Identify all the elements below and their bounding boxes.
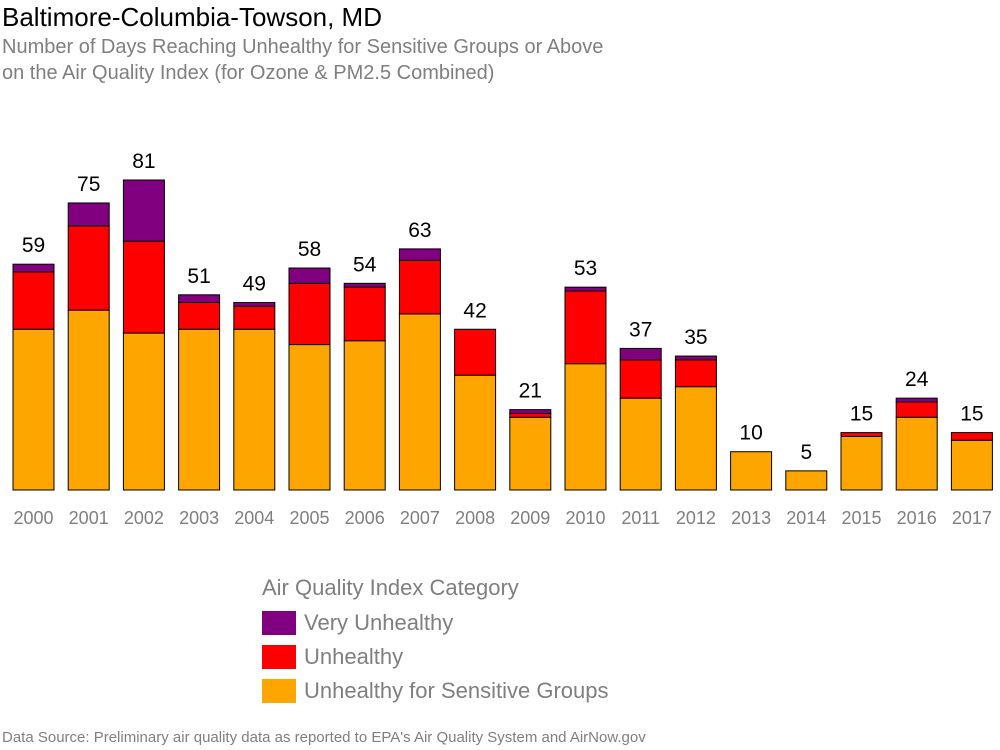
x-tick-label-2014: 2014 bbox=[786, 508, 826, 528]
legend-item-very-unhealthy: Very Unhealthy bbox=[262, 610, 609, 635]
chart-title: Baltimore-Columbia-Towson, MD bbox=[2, 2, 382, 32]
bar-segment-2005-unhealthy bbox=[288, 282, 331, 346]
total-label-2012: 35 bbox=[684, 326, 707, 349]
bar-segment-2006-sensitive bbox=[343, 340, 386, 491]
bar-segment-2015-sensitive bbox=[840, 435, 883, 491]
x-tick-label-2011: 2011 bbox=[621, 508, 660, 528]
total-label-2009: 21 bbox=[519, 380, 542, 403]
bar-segment-2003-sensitive bbox=[178, 328, 221, 491]
x-tick-label-2012: 2012 bbox=[676, 508, 716, 528]
data-source-note: Data Source: Preliminary air quality dat… bbox=[2, 729, 646, 746]
bar-segment-2001-very-unhealthy bbox=[67, 202, 110, 227]
legend-title: Air Quality Index Category bbox=[262, 575, 519, 600]
x-tick-label-2017: 2017 bbox=[952, 508, 992, 528]
x-tick-label-2007: 2007 bbox=[400, 508, 440, 528]
x-tick-label-2016: 2016 bbox=[897, 508, 937, 528]
legend-item-unhealthy-sensitive: Unhealthy for Sensitive Groups bbox=[262, 678, 609, 703]
bar-segment-2012-unhealthy bbox=[674, 359, 717, 388]
bar-segment-2017-sensitive bbox=[950, 439, 993, 491]
bar-segment-2006-very-unhealthy bbox=[343, 282, 386, 288]
bar-segment-2007-unhealthy bbox=[398, 259, 441, 315]
bar-segment-2004-sensitive bbox=[233, 328, 276, 491]
chart-subtitle-line-1: Number of Days Reaching Unhealthy for Se… bbox=[2, 36, 604, 58]
bar-segment-2008-sensitive bbox=[454, 374, 497, 491]
bar-segment-2014-sensitive bbox=[785, 470, 828, 491]
x-tick-label-2001: 2001 bbox=[69, 508, 109, 528]
bar-segment-2007-sensitive bbox=[398, 313, 441, 491]
bar-segment-2004-very-unhealthy bbox=[233, 301, 276, 307]
total-label-2008: 42 bbox=[463, 299, 486, 322]
total-label-2003: 51 bbox=[187, 265, 210, 288]
x-tick-label-2003: 2003 bbox=[179, 508, 219, 528]
bar-segment-2002-unhealthy bbox=[122, 240, 165, 334]
bar-segment-2001-sensitive bbox=[67, 309, 110, 491]
bar-segment-2015-unhealthy bbox=[840, 432, 883, 437]
bar-segment-2010-very-unhealthy bbox=[564, 286, 607, 292]
legend-swatch-unhealthy bbox=[262, 645, 296, 669]
x-tick-label-2004: 2004 bbox=[234, 508, 274, 528]
total-label-2010: 53 bbox=[574, 257, 597, 280]
legend-label-unhealthy: Unhealthy bbox=[304, 644, 404, 669]
bar-segment-2011-very-unhealthy bbox=[619, 347, 662, 361]
total-label-2016: 24 bbox=[905, 368, 929, 391]
x-tick-label-2015: 2015 bbox=[841, 508, 881, 528]
x-tick-label-2008: 2008 bbox=[455, 508, 495, 528]
x-tick-label-2005: 2005 bbox=[289, 508, 329, 528]
bar-segment-2004-unhealthy bbox=[233, 305, 276, 330]
bar-segment-2012-sensitive bbox=[674, 386, 717, 491]
bar-segment-2006-unhealthy bbox=[343, 286, 386, 342]
legend-label-unhealthy-sensitive: Unhealthy for Sensitive Groups bbox=[304, 678, 609, 703]
bar-segment-2009-very-unhealthy bbox=[509, 409, 552, 414]
bar-segment-2000-unhealthy bbox=[12, 271, 55, 330]
total-label-2007: 63 bbox=[408, 219, 431, 242]
bar-segment-2001-unhealthy bbox=[67, 225, 110, 311]
bar-segment-2016-sensitive bbox=[895, 416, 938, 491]
total-label-2006: 54 bbox=[353, 253, 377, 276]
chart-subtitle-line-2: on the Air Quality Index (for Ozone & PM… bbox=[2, 62, 495, 84]
bar-segment-2011-sensitive bbox=[619, 397, 662, 491]
legend-item-unhealthy: Unhealthy bbox=[262, 644, 609, 669]
bar-segment-2013-sensitive bbox=[730, 451, 773, 491]
total-label-2001: 75 bbox=[77, 173, 100, 196]
x-tick-label-2006: 2006 bbox=[345, 508, 385, 528]
total-label-2004: 49 bbox=[243, 272, 266, 295]
bar-segment-2005-sensitive bbox=[288, 344, 331, 491]
total-label-2011: 37 bbox=[629, 318, 652, 341]
bar-segment-2002-very-unhealthy bbox=[122, 179, 165, 242]
legend-swatch-unhealthy-sensitive bbox=[262, 679, 296, 703]
total-label-2000: 59 bbox=[22, 234, 45, 257]
bar-segment-2016-very-unhealthy bbox=[895, 397, 938, 403]
legend-label-very-unhealthy: Very Unhealthy bbox=[304, 610, 454, 635]
bar-segment-2008-unhealthy bbox=[454, 328, 497, 376]
bar-segment-2000-very-unhealthy bbox=[12, 263, 55, 273]
bar-segment-2012-very-unhealthy bbox=[674, 355, 717, 361]
bar-segment-2000-sensitive bbox=[12, 328, 55, 491]
bar-segment-2007-very-unhealthy bbox=[398, 248, 441, 261]
bar-segment-2009-unhealthy bbox=[509, 412, 552, 418]
total-label-2013: 10 bbox=[739, 422, 762, 445]
x-tick-label-2002: 2002 bbox=[124, 508, 164, 528]
total-label-2017: 15 bbox=[960, 403, 983, 426]
bar-segment-2011-unhealthy bbox=[619, 359, 662, 399]
bar-segment-2003-unhealthy bbox=[178, 301, 221, 330]
total-label-2014: 5 bbox=[800, 441, 812, 464]
total-label-2005: 58 bbox=[298, 238, 321, 261]
bar-segment-2010-unhealthy bbox=[564, 290, 607, 365]
legend-swatch-very-unhealthy bbox=[262, 611, 296, 635]
x-tick-label-2010: 2010 bbox=[565, 508, 605, 528]
bar-segment-2016-unhealthy bbox=[895, 401, 938, 418]
bar-segment-2009-sensitive bbox=[509, 416, 552, 491]
legend: Air Quality Index Category Very Unhealth… bbox=[262, 575, 609, 713]
bar-segment-2002-sensitive bbox=[122, 332, 165, 491]
x-tick-label-2000: 2000 bbox=[13, 508, 53, 528]
bar-chart: 59 2000 75 2001 81 2002 51 2003 49 2004 58 2005 54 20… bbox=[12, 150, 993, 528]
x-tick-label-2013: 2013 bbox=[731, 508, 771, 528]
x-tick-label-2009: 2009 bbox=[510, 508, 550, 528]
bar-segment-2003-very-unhealthy bbox=[178, 294, 221, 303]
total-label-2002: 81 bbox=[132, 150, 155, 173]
bar-segment-2010-sensitive bbox=[564, 363, 607, 491]
bar-segment-2017-unhealthy bbox=[950, 432, 993, 441]
total-label-2015: 15 bbox=[850, 403, 873, 426]
bar-segment-2005-very-unhealthy bbox=[288, 267, 331, 284]
